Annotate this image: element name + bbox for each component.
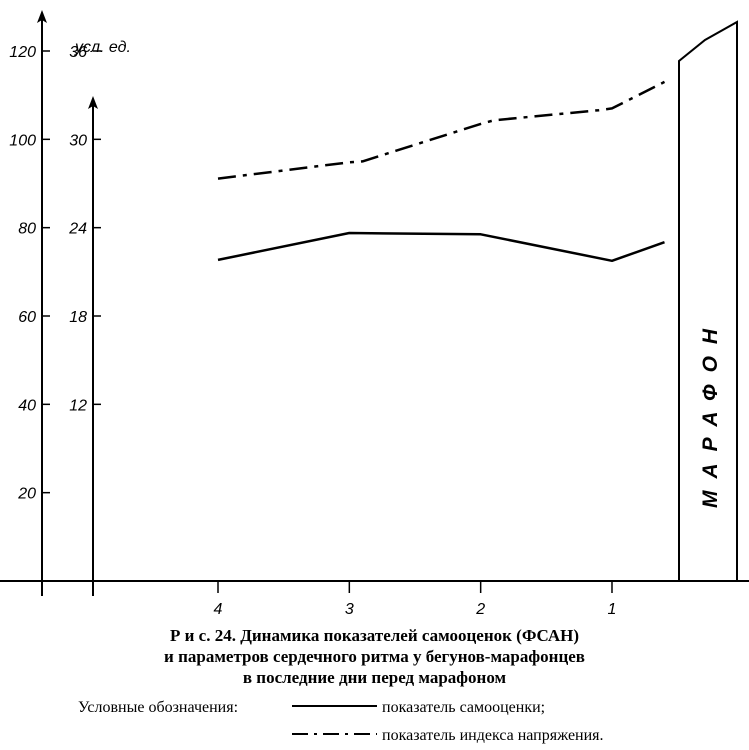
- x-tick-label: 1: [608, 601, 617, 618]
- left-tick-label: 80: [18, 221, 36, 238]
- legend-solid-label: показатель самооценки;: [382, 699, 545, 716]
- right-axis-arrow: [88, 96, 98, 109]
- left-tick-label: 120: [9, 44, 36, 61]
- right-tick-label: 30: [69, 132, 87, 149]
- unit-label: усл. ед.: [74, 39, 131, 56]
- series-self-assessment-line: [217, 231, 665, 263]
- left-axis: [37, 10, 47, 596]
- x-tick-label: 2: [475, 601, 485, 618]
- x-tick-label: 3: [345, 601, 354, 618]
- right-tick-label: 18: [69, 309, 87, 326]
- legend-dashdot-label: показатель индекса напряжения.: [382, 727, 604, 744]
- right-tick-label: 12: [69, 397, 87, 414]
- caption: Р и с. 24. Динамика показателей самооцен…: [0, 625, 749, 688]
- right-tick-label: 24: [68, 221, 87, 238]
- left-axis-arrow: [37, 10, 47, 23]
- caption-line-1: Р и с. 24. Динамика показателей самооцен…: [169, 626, 580, 645]
- legend: Условные обозначения: показатель самооце…: [78, 699, 604, 744]
- left-tick-label: 60: [18, 309, 36, 326]
- caption-line-2: и параметров сердечного ритма у бегунов-…: [164, 647, 585, 666]
- left-axis-ticks: 120 100 80 60 40 20: [9, 44, 50, 503]
- right-axis: [88, 96, 98, 596]
- right-tick-label: 36: [69, 44, 87, 61]
- right-axis-ticks: 36 30 24 18 12: [68, 44, 101, 414]
- x-axis-ticks: 4 3 2 1: [214, 581, 617, 618]
- marathon-block: МАРАФОН: [678, 20, 738, 581]
- legend-heading: Условные обозначения:: [78, 699, 238, 716]
- series-layer: [217, 80, 666, 263]
- marathon-shape: [678, 20, 738, 581]
- marathon-label: МАРАФОН: [699, 317, 722, 508]
- left-tick-label: 40: [18, 397, 36, 414]
- left-tick-label: 100: [9, 132, 36, 149]
- series-tension-index-line: [217, 80, 666, 180]
- caption-line-3: в последние дни перед марафоном: [242, 668, 507, 687]
- x-tick-label: 4: [214, 601, 223, 618]
- left-tick-label: 20: [17, 486, 36, 503]
